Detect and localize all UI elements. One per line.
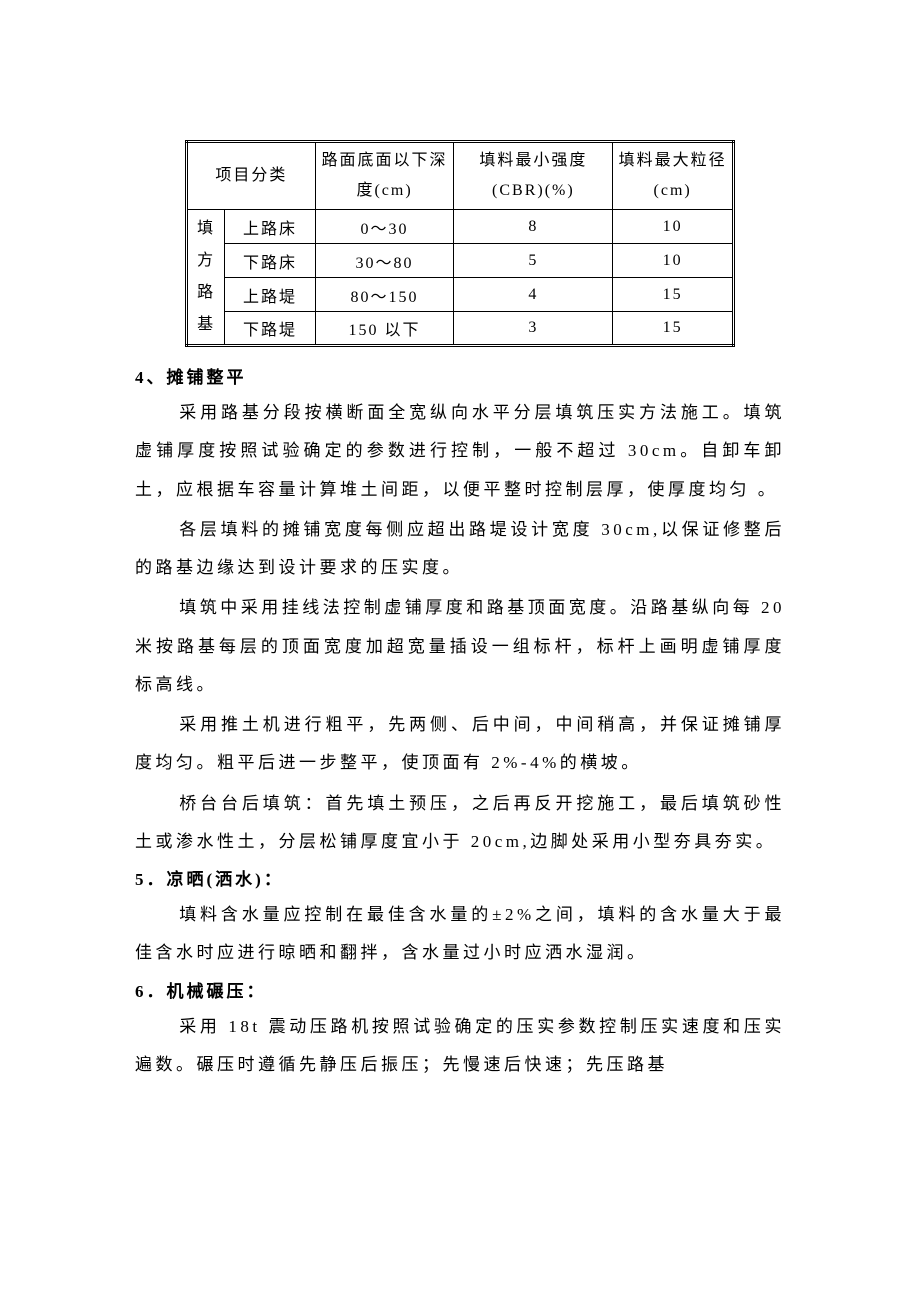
header-category: 项目分类 [187,142,316,210]
section: 4、摊铺整平 采用路基分段按横断面全宽纵向水平分层填筑压实方法施工。填筑虚铺厚度… [135,363,785,861]
row-dia: 10 [613,210,734,244]
header-diameter: 填料最大粒径(cm) [613,142,734,210]
section: 5．凉晒(洒水)： 填料含水量应控制在最佳含水量的±2%之间，填料的含水量大于最… [135,865,785,973]
table-header-row: 项目分类 路面底面以下深度(cm) 填料最小强度(CBR)(%) 填料最大粒径(… [187,142,734,210]
paragraph: 桥台台后填筑：首先填土预压，之后再反开挖施工，最后填筑砂性土或渗水性土，分层松铺… [135,785,785,862]
section-heading: 4、摊铺整平 [135,363,785,388]
row-depth: 30～80 [315,244,454,278]
row-cbr: 3 [454,312,613,346]
section-heading: 6．机械碾压： [135,977,785,1002]
row-dia: 10 [613,244,734,278]
row-name: 上路堤 [225,278,315,312]
row-name: 下路堤 [225,312,315,346]
spec-table: 项目分类 路面底面以下深度(cm) 填料最小强度(CBR)(%) 填料最大粒径(… [185,140,735,347]
row-depth: 80～150 [315,278,454,312]
header-cbr: 填料最小强度(CBR)(%) [454,142,613,210]
paragraph: 采用路基分段按横断面全宽纵向水平分层填筑压实方法施工。填筑虚铺厚度按照试验确定的… [135,394,785,509]
row-dia: 15 [613,278,734,312]
row-depth: 150 以下 [315,312,454,346]
paragraph: 各层填料的摊铺宽度每侧应超出路堤设计宽度 30cm,以保证修整后的路基边缘达到设… [135,511,785,588]
row-cbr: 8 [454,210,613,244]
row-depth: 0～30 [315,210,454,244]
row-group-text: 填方路基 [197,220,215,333]
table-row: 填方路基 上路床 0～30 8 10 [187,210,734,244]
paragraph: 填筑中采用挂线法控制虚铺厚度和路基顶面宽度。沿路基纵向每 20 米按路基每层的顶… [135,589,785,704]
table-row: 下路床 30～80 5 10 [187,244,734,278]
table-row: 上路堤 80～150 4 15 [187,278,734,312]
spec-table-container: 项目分类 路面底面以下深度(cm) 填料最小强度(CBR)(%) 填料最大粒径(… [185,140,735,347]
row-group-label: 填方路基 [187,210,225,346]
header-depth: 路面底面以下深度(cm) [315,142,454,210]
row-cbr: 5 [454,244,613,278]
row-cbr: 4 [454,278,613,312]
paragraph: 采用推土机进行粗平，先两侧、后中间，中间稍高，并保证摊铺厚度均匀。粗平后进一步整… [135,706,785,783]
table-row: 下路堤 150 以下 3 15 [187,312,734,346]
section-heading: 5．凉晒(洒水)： [135,865,785,890]
row-dia: 15 [613,312,734,346]
paragraph: 采用 18t 震动压路机按照试验确定的压实参数控制压实速度和压实遍数。碾压时遵循… [135,1008,785,1085]
section: 6．机械碾压： 采用 18t 震动压路机按照试验确定的压实参数控制压实速度和压实… [135,977,785,1085]
row-name: 下路床 [225,244,315,278]
paragraph: 填料含水量应控制在最佳含水量的±2%之间，填料的含水量大于最佳含水时应进行晾晒和… [135,896,785,973]
row-name: 上路床 [225,210,315,244]
